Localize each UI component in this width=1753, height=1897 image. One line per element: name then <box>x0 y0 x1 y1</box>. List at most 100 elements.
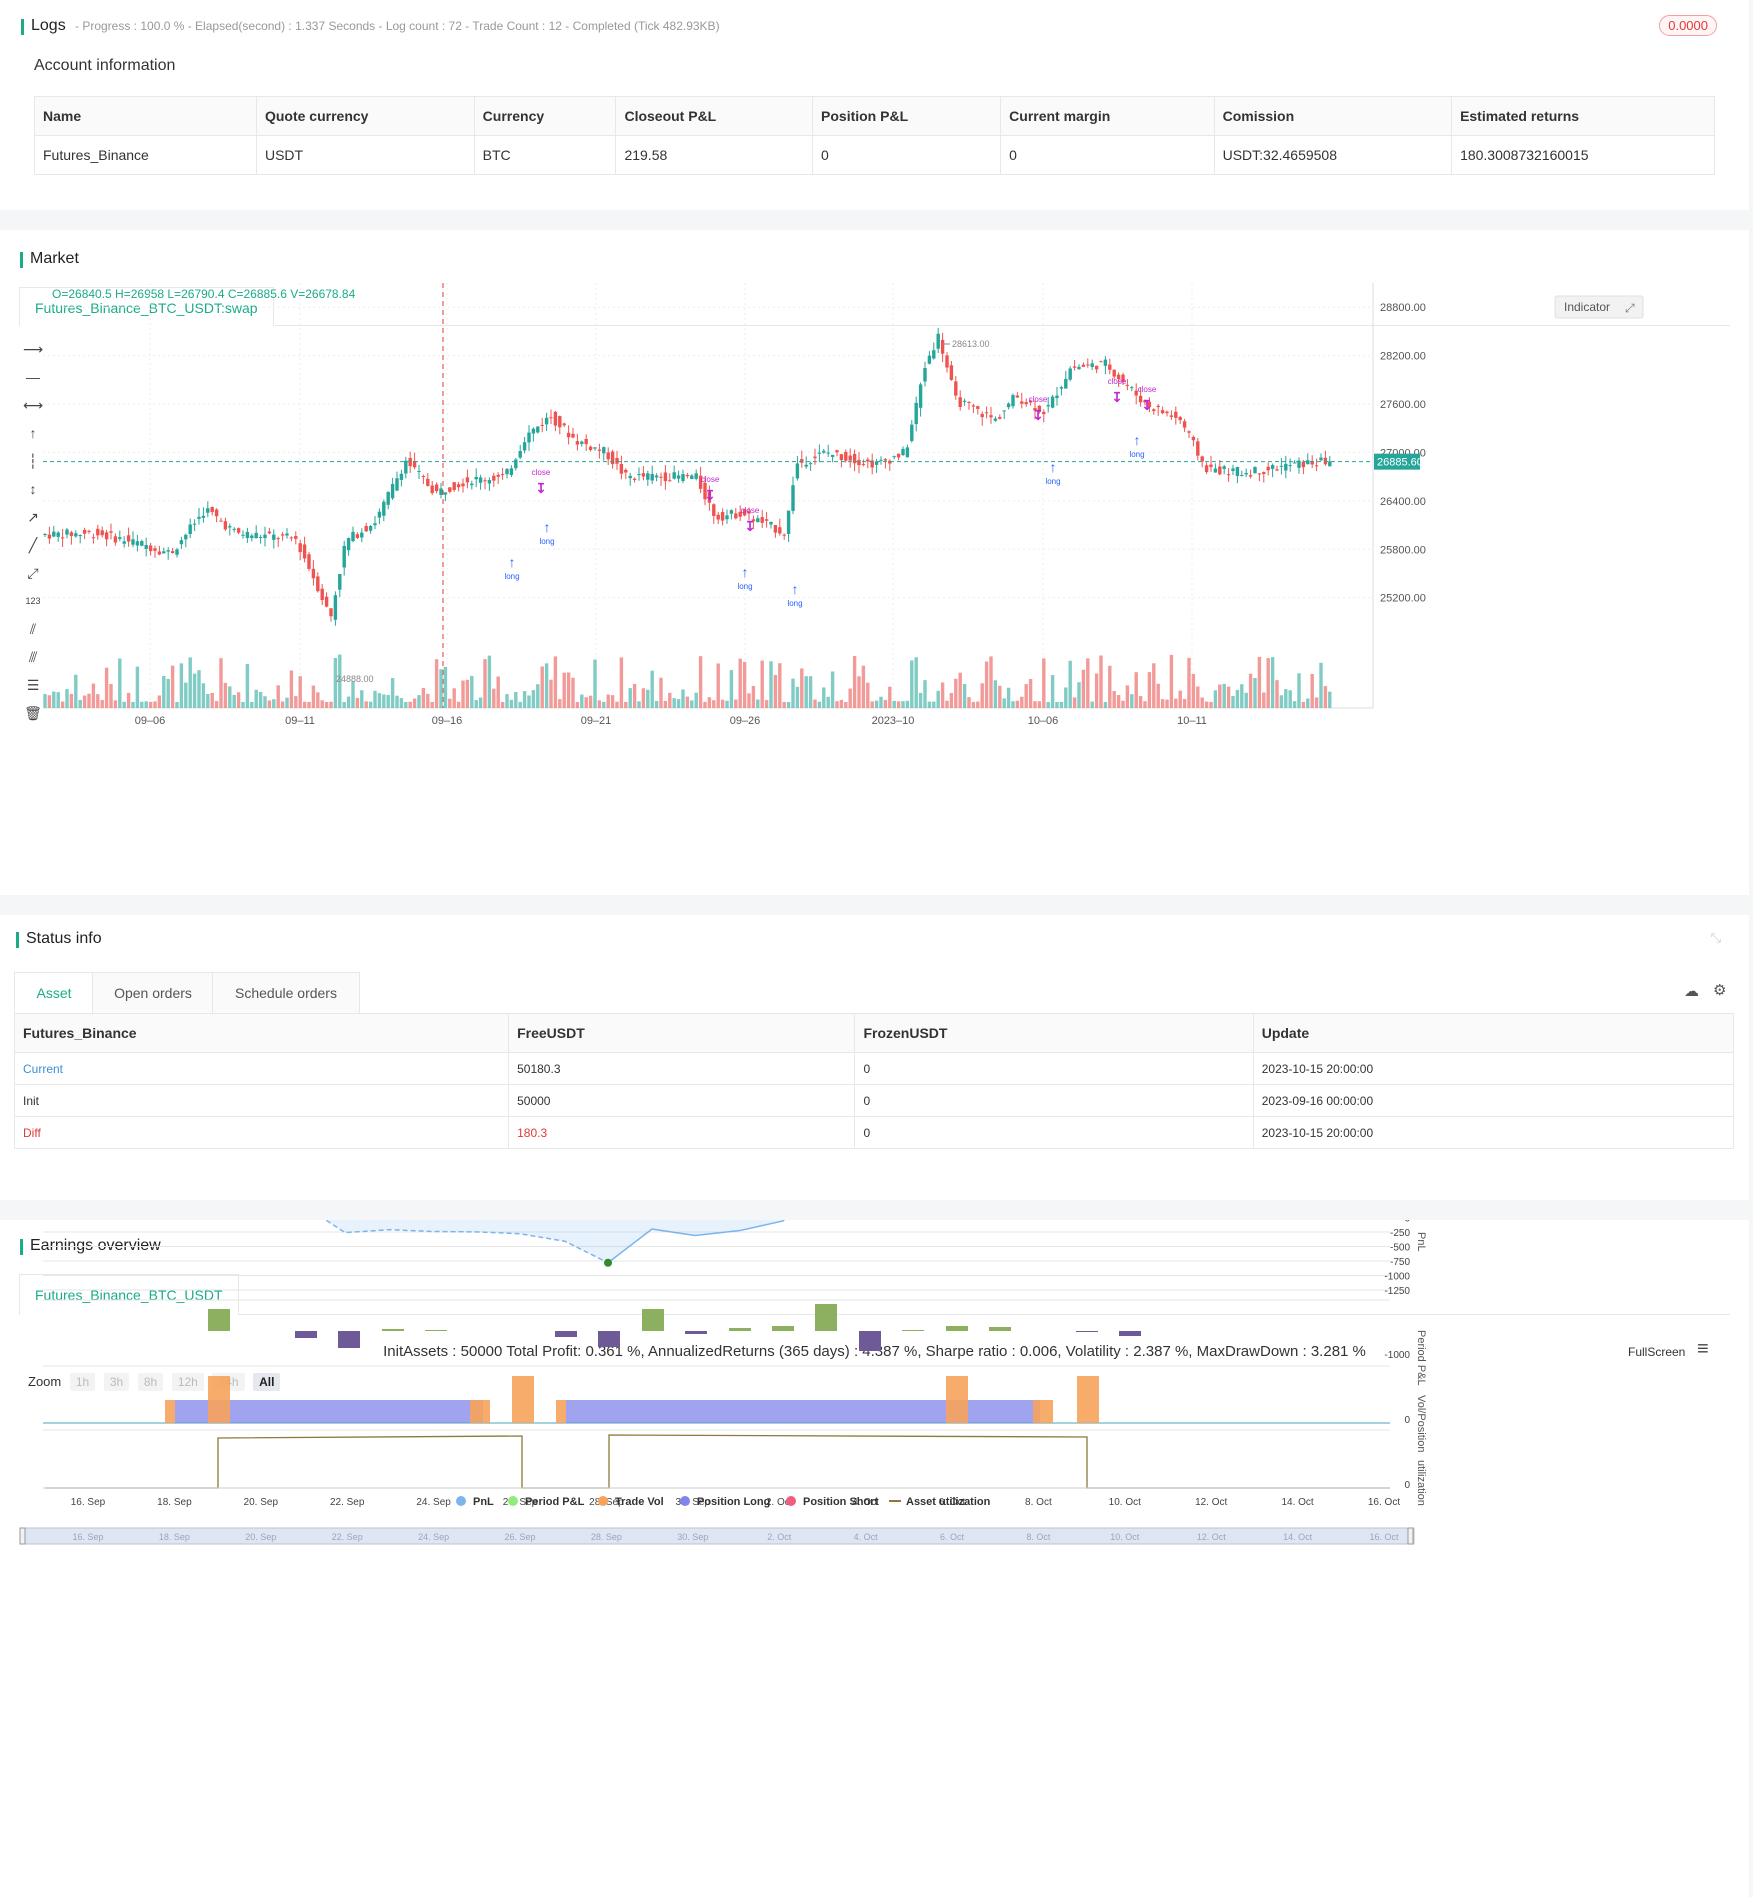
indicator-button[interactable]: Indicator ⤢ <box>1554 295 1644 319</box>
time-tick-label: 22. Sep <box>330 1497 365 1508</box>
candle-body <box>993 418 998 421</box>
candle-body <box>958 397 962 407</box>
price-tick-label: 25800.00 <box>1380 544 1426 556</box>
candle-body <box>82 529 87 534</box>
candle-body <box>219 520 223 522</box>
candle-body <box>663 472 668 482</box>
pnl-badge: 0.0000 <box>1659 15 1717 36</box>
candle-body <box>201 515 206 518</box>
tab-asset[interactable]: Asset <box>14 972 94 1013</box>
channel-icon[interactable]: ⫻ <box>28 649 38 665</box>
gear-icon[interactable]: ⚙ <box>1713 982 1727 999</box>
asset-cell: Current <box>13 1052 510 1085</box>
trash-icon[interactable]: 🗑 <box>24 705 42 721</box>
vertical-ray-icon[interactable]: ↑ <box>29 425 37 441</box>
volume-bar <box>663 700 668 708</box>
menu-icon[interactable]: ≡ <box>1697 1338 1709 1360</box>
volume-bar <box>307 701 311 708</box>
candle-body <box>782 534 786 536</box>
volume-bar <box>386 694 390 708</box>
candle-body <box>940 339 945 354</box>
candle-body <box>452 482 456 490</box>
fullscreen-icon[interactable]: ⤡ <box>1710 930 1721 945</box>
time-tick-label: 14. Oct <box>1281 1497 1313 1508</box>
volume-bar <box>800 668 804 708</box>
volume-bar <box>245 663 250 708</box>
candle-body <box>280 534 285 536</box>
volume-bar <box>263 696 267 708</box>
volume-bar <box>1200 697 1204 708</box>
volume-bar <box>870 701 874 708</box>
zoom-1h-button[interactable]: 1h <box>69 1373 96 1391</box>
vertical-line-icon[interactable]: ┆ <box>28 453 38 469</box>
tab-open-orders[interactable]: Open orders <box>92 972 214 1013</box>
zoom-3h-button[interactable]: 3h <box>103 1373 130 1391</box>
horizontal-segment-icon[interactable]: ⟷ <box>22 397 44 413</box>
volume-bar <box>606 694 610 708</box>
candle-body <box>74 533 78 537</box>
ray-line-icon[interactable]: ↗ <box>27 509 39 525</box>
tab-schedule-orders[interactable]: Schedule orders <box>212 972 360 1013</box>
trend-line-icon[interactable]: ╱ <box>28 537 38 553</box>
candle-body <box>263 534 267 539</box>
volume-bar <box>562 672 566 708</box>
candle-body <box>307 554 311 569</box>
candle-body <box>540 424 544 426</box>
volume-bar <box>879 696 883 708</box>
candle-body <box>888 460 892 464</box>
volume-bar <box>496 676 500 708</box>
zoom-all-button[interactable]: All <box>253 1373 281 1391</box>
candle-body <box>1209 464 1213 468</box>
volume-bar <box>91 683 96 708</box>
volume-bar <box>452 688 456 708</box>
pnl-tick-label: -1250 <box>1384 1286 1410 1297</box>
navigator-tick-label: 22. Sep <box>332 1532 363 1542</box>
candle-body <box>1152 409 1156 412</box>
legend-item-label: Trade Vol <box>615 1496 664 1508</box>
volume-bar <box>465 679 470 708</box>
candle-body <box>536 426 540 433</box>
horizontal-line-icon[interactable]: — <box>26 369 40 385</box>
candle-body <box>188 524 192 535</box>
candlestick-chart[interactable]: O=26840.5 H=26958 L=26790.4 C=26885.6 V=… <box>0 230 1749 895</box>
volume-bar <box>175 701 179 708</box>
candle-body <box>412 460 417 468</box>
cloud-download-icon[interactable]: ☁ <box>1684 983 1699 1000</box>
zoom-8h-button[interactable]: 8h <box>137 1373 164 1391</box>
volume-bar <box>254 689 258 708</box>
volume-bar <box>162 676 166 708</box>
earnings-chart[interactable]: 7505002500-250-500-750-1000-1250PnLPerio… <box>0 1220 1749 1897</box>
candle-body <box>245 531 250 539</box>
volume-bar <box>712 700 716 708</box>
fullscreen-label[interactable]: FullScreen <box>1628 1345 1686 1359</box>
candle-body <box>320 588 324 600</box>
candle-body <box>949 365 954 380</box>
tab-market-symbol[interactable]: Futures_Binance_BTC_USDT:swap <box>19 287 274 326</box>
arrow-line-icon[interactable]: ⤢ <box>27 565 39 581</box>
candle-body <box>971 405 976 407</box>
volume-bar <box>782 701 786 708</box>
volume-bar <box>980 683 984 708</box>
tab-earnings-symbol[interactable]: Futures_Binance_BTC_USDT <box>19 1274 239 1315</box>
candle-body <box>43 534 47 536</box>
period-pnl-bar <box>338 1331 360 1348</box>
candle-body <box>135 541 140 546</box>
vertical-segment-icon[interactable]: ↕ <box>29 481 37 497</box>
volume-bar <box>219 658 223 708</box>
volume-bar <box>1275 680 1279 708</box>
candle-body <box>1094 365 1099 370</box>
volume-bar <box>333 658 338 708</box>
candle-body <box>382 501 386 516</box>
candle-body <box>747 511 751 514</box>
volume-bar <box>896 701 901 708</box>
candle-body <box>870 460 874 468</box>
candle-body <box>549 417 553 419</box>
parallel-lines-icon[interactable]: ⫽ <box>29 621 37 637</box>
trade-vol-bar <box>1033 1400 1043 1423</box>
zoom-12h-button[interactable]: 12h <box>171 1373 204 1391</box>
horizontal-ray-icon[interactable]: ⟶ <box>22 341 44 357</box>
pane-axis-title: Vol/Position <box>1415 1395 1427 1452</box>
fibonacci-icon[interactable]: ☰ <box>26 677 40 693</box>
table-row: Diff 180.3 0 2023-10-15 20:00:00 <box>13 1116 1735 1149</box>
price-label-icon[interactable]: 123 <box>25 596 41 606</box>
